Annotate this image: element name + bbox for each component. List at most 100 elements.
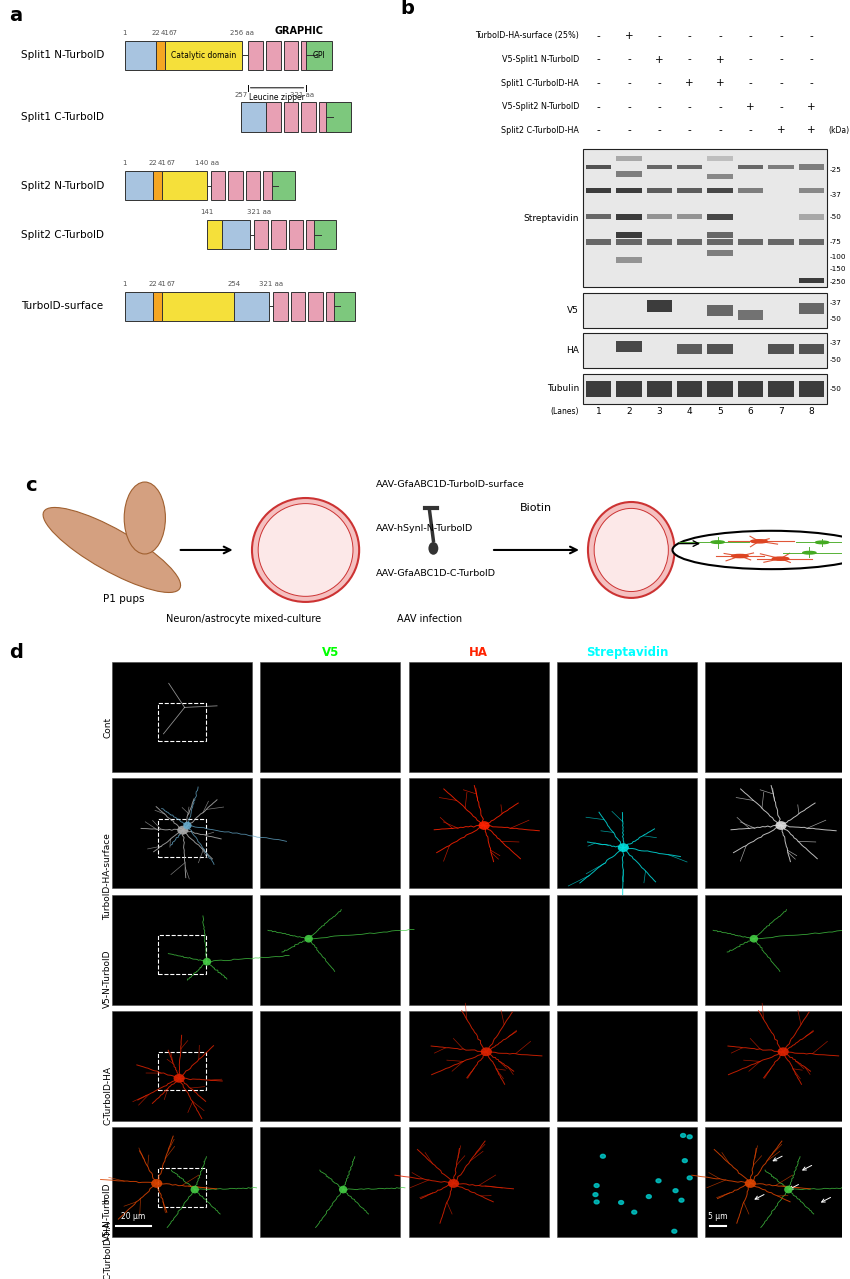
FancyBboxPatch shape (291, 292, 305, 321)
FancyBboxPatch shape (301, 41, 315, 70)
Text: b: b (400, 0, 414, 18)
Text: -: - (627, 125, 631, 136)
Text: -: - (597, 125, 600, 136)
Text: Split1 N-TurboID: Split1 N-TurboID (21, 50, 105, 60)
Bar (260, 1128, 400, 1238)
Bar (616, 188, 642, 193)
Bar (798, 303, 824, 315)
Text: 141: 141 (200, 208, 213, 215)
Circle shape (679, 1198, 684, 1202)
Text: 67: 67 (167, 160, 176, 166)
FancyBboxPatch shape (266, 102, 280, 132)
Text: -: - (688, 125, 692, 136)
Text: 67: 67 (167, 281, 176, 286)
Text: -: - (657, 102, 661, 111)
Bar (677, 188, 702, 193)
Text: -37: -37 (830, 192, 842, 198)
Text: 1: 1 (596, 407, 601, 416)
Ellipse shape (481, 1048, 492, 1056)
Bar (260, 1012, 400, 1120)
Text: +: + (807, 102, 816, 111)
Text: HA: HA (469, 646, 488, 659)
Ellipse shape (252, 498, 360, 602)
Text: (kDa): (kDa) (829, 125, 850, 134)
Text: -: - (718, 102, 722, 111)
Text: 321 aa: 321 aa (247, 208, 271, 215)
Bar (616, 341, 642, 352)
Circle shape (672, 1229, 677, 1233)
Bar (158, 819, 206, 857)
FancyBboxPatch shape (264, 171, 278, 201)
Ellipse shape (258, 504, 353, 596)
Text: GPI: GPI (313, 51, 326, 60)
Bar (260, 895, 400, 1005)
Ellipse shape (778, 1048, 789, 1056)
Bar (647, 239, 672, 244)
Text: -: - (688, 55, 692, 64)
Bar (112, 895, 252, 1005)
Text: P1 pups: P1 pups (104, 595, 145, 605)
Ellipse shape (173, 1074, 184, 1083)
FancyBboxPatch shape (326, 102, 351, 132)
Bar (707, 156, 733, 161)
Text: Tubulin: Tubulin (547, 385, 579, 394)
FancyBboxPatch shape (334, 292, 355, 321)
Text: V5: V5 (321, 646, 339, 659)
Bar (707, 231, 733, 238)
Text: 41: 41 (161, 29, 169, 36)
FancyBboxPatch shape (301, 102, 315, 132)
Bar (707, 251, 733, 256)
Text: -: - (809, 78, 813, 88)
Text: Split2 C-TurboID-HA: Split2 C-TurboID-HA (502, 125, 579, 134)
Text: 5: 5 (717, 407, 723, 416)
Text: 8: 8 (808, 407, 814, 416)
Text: 22: 22 (149, 281, 157, 286)
Text: 5 μm: 5 μm (708, 1211, 728, 1220)
Text: d: d (8, 642, 23, 661)
Text: C-TurboID-HA: C-TurboID-HA (103, 1220, 112, 1279)
Text: -50: -50 (830, 214, 842, 220)
Ellipse shape (745, 1179, 756, 1188)
Bar (583, 334, 826, 368)
Bar (798, 188, 824, 193)
Bar (583, 293, 826, 327)
Text: -100: -100 (830, 255, 847, 260)
Text: -: - (657, 31, 661, 41)
FancyBboxPatch shape (284, 41, 298, 70)
Text: 256 aa: 256 aa (230, 29, 254, 36)
Text: +: + (746, 102, 755, 111)
Text: -: - (657, 125, 661, 136)
Bar (616, 214, 642, 220)
Text: Leucine zipper: Leucine zipper (249, 92, 305, 102)
Bar (586, 215, 611, 219)
Text: -50: -50 (830, 386, 842, 391)
Text: 67: 67 (169, 29, 178, 36)
Text: -: - (627, 78, 631, 88)
Text: 41: 41 (158, 160, 167, 166)
FancyBboxPatch shape (284, 102, 298, 132)
Text: -: - (597, 31, 600, 41)
Circle shape (751, 540, 768, 542)
FancyBboxPatch shape (273, 292, 287, 321)
Text: -250: -250 (830, 279, 847, 285)
Text: 7: 7 (778, 407, 784, 416)
Text: 6: 6 (748, 407, 753, 416)
FancyBboxPatch shape (153, 292, 162, 321)
Text: 321 aa: 321 aa (259, 281, 283, 286)
Text: AAV-GfaABC1D-TurboID-surface: AAV-GfaABC1D-TurboID-surface (376, 480, 524, 489)
Text: -: - (809, 31, 813, 41)
Bar (557, 778, 697, 888)
Ellipse shape (190, 1186, 199, 1193)
Bar (706, 1128, 846, 1238)
Ellipse shape (124, 482, 166, 554)
FancyBboxPatch shape (314, 220, 336, 249)
Text: -: - (597, 78, 600, 88)
Bar (706, 895, 846, 1005)
Text: -: - (688, 31, 692, 41)
Bar (707, 381, 733, 398)
Bar (409, 1128, 549, 1238)
Text: Split1 C-TurboID-HA: Split1 C-TurboID-HA (502, 79, 579, 88)
Text: V5: V5 (567, 306, 579, 315)
Bar (586, 188, 611, 193)
Text: Split2 N-TurboID: Split2 N-TurboID (21, 180, 105, 191)
